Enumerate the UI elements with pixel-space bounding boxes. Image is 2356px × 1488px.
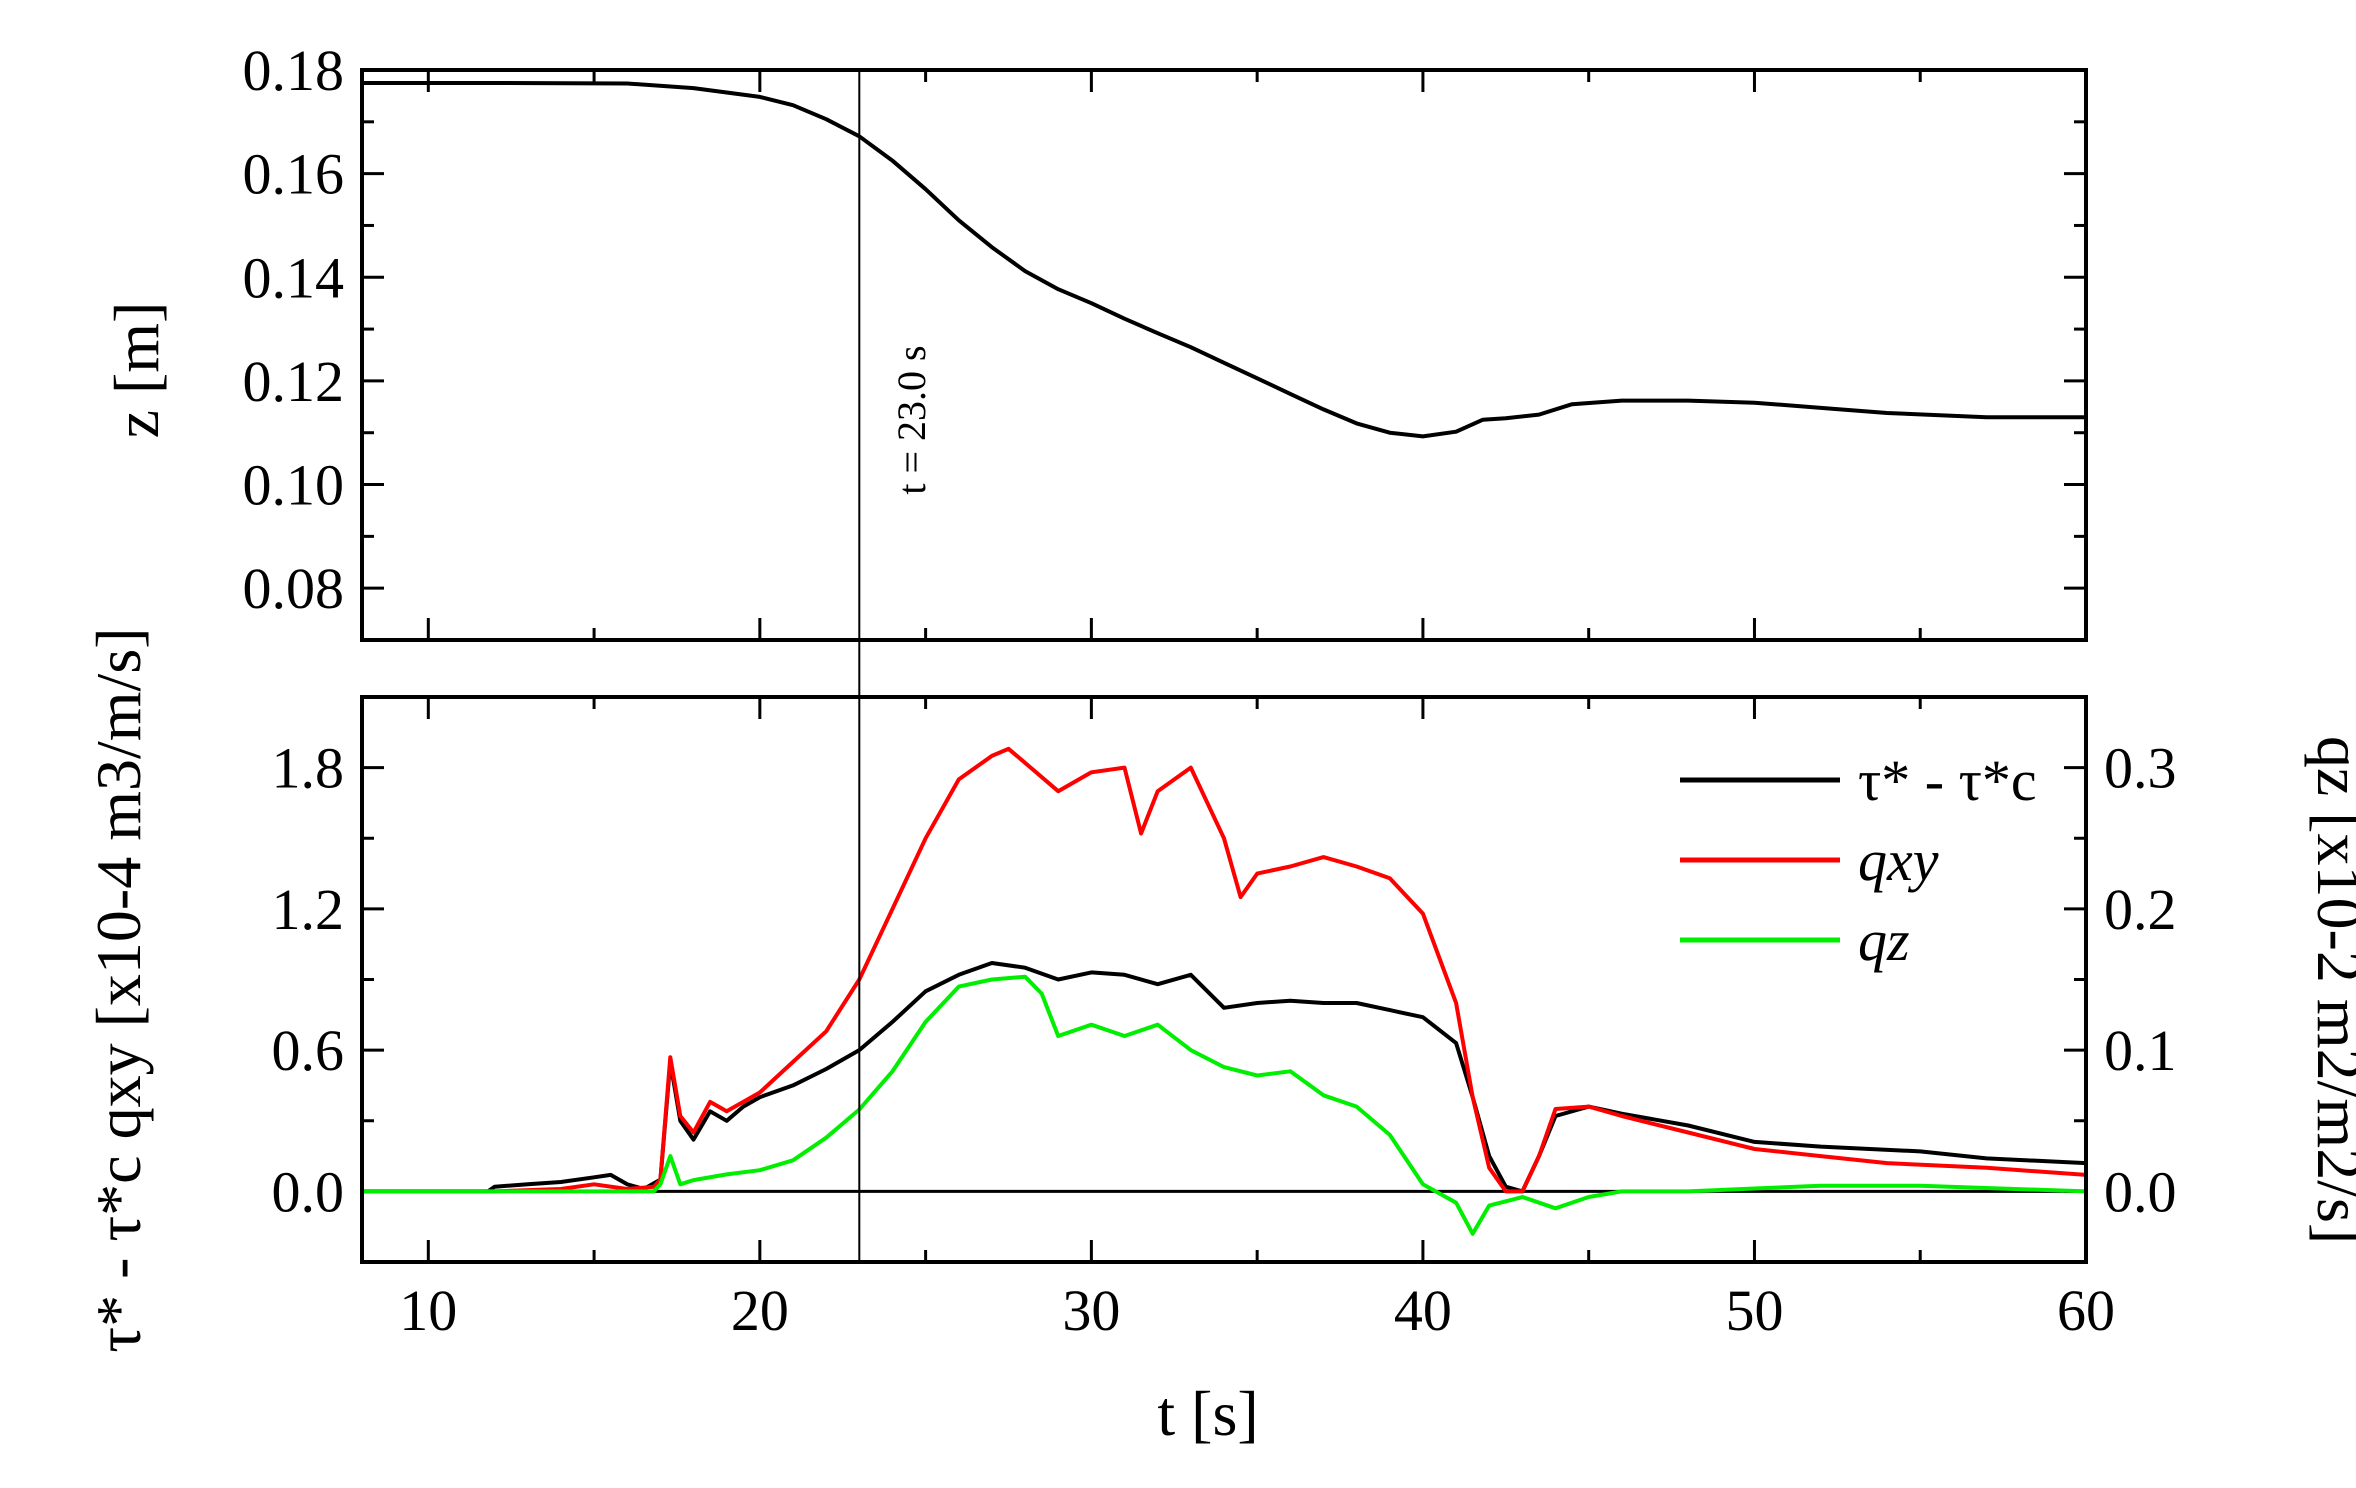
legend-label: qxy: [1858, 828, 1939, 893]
series-line-qz: [362, 974, 2086, 1236]
series-line-z: [362, 81, 2086, 439]
top-plot-frame: [360, 68, 2088, 642]
right-y-tick-label: 0.0: [2104, 1159, 2177, 1224]
x-tick-label: 30: [1062, 1278, 1120, 1343]
bottom-plot-area: 10 20 30 40 50 60 0.0 0.6 1.2 1.8 0.0 0.1 0.2 0.3: [272, 695, 2177, 1343]
legend-label: τ* - τ*c: [1858, 748, 2037, 813]
top-y-tick-label: 0.08: [243, 556, 345, 621]
top-y-tick-label: 0.14: [243, 245, 345, 310]
x-tick-label: 50: [1725, 1278, 1783, 1343]
x-tick-label: 40: [1394, 1278, 1452, 1343]
bottom-right-y-axis-label: qz [x10-2 m2/m2/s]: [2304, 736, 2356, 1244]
left-y-tick-label: 1.8: [272, 736, 345, 801]
bottom-plot-frame: [360, 695, 2088, 1264]
x-tick-label: 20: [731, 1278, 789, 1343]
top-plot-area: 0.08 0.10 0.12 0.14 0.16 0.18: [243, 38, 2088, 642]
bottom-left-y-axis-label: τ* - τ*c qxy [x10-4 m3/m/s]: [83, 627, 154, 1352]
right-y-tick-label: 0.2: [2104, 877, 2177, 942]
left-y-tick-label: 1.2: [272, 877, 345, 942]
bottom-panel: 10 20 30 40 50 60 0.0 0.6 1.2 1.8 0.0 0.1 0.2 0.3 τ* …: [83, 627, 2356, 1449]
left-y-tick-label: 0.6: [272, 1018, 345, 1083]
top-y-tick-label: 0.12: [243, 349, 345, 414]
right-y-tick-label: 0.1: [2104, 1018, 2177, 1083]
right-y-tick-label: 0.3: [2104, 736, 2177, 801]
top-y-tick-label: 0.10: [243, 453, 345, 518]
top-y-axis-label: z [m]: [101, 302, 172, 439]
x-tick-label: 10: [399, 1278, 457, 1343]
top-panel: 0.08 0.10 0.12 0.14 0.16 0.18 z [m] t = 23.0 …: [101, 38, 2088, 642]
x-axis-label: t [s]: [1157, 1378, 1258, 1449]
left-y-tick-label: 0.0: [272, 1159, 345, 1224]
top-y-tick-label: 0.18: [243, 38, 345, 103]
legend-label: qz: [1858, 908, 1910, 973]
series-line-qxy: [362, 746, 2086, 1194]
time-marker-label: t = 23.0 s: [889, 345, 934, 494]
legend: τ* - τ*c qxy qz: [1680, 748, 2037, 973]
x-tick-label: 60: [2057, 1278, 2115, 1343]
top-y-tick-label: 0.16: [243, 142, 345, 207]
